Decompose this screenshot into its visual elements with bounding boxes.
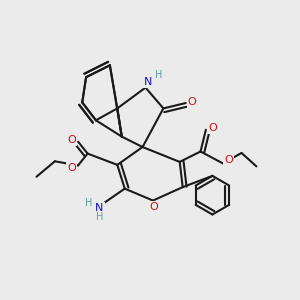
Text: N: N [95,203,104,213]
Text: O: O [67,163,76,173]
Text: H: H [96,212,103,222]
Text: H: H [85,198,93,208]
Text: O: O [149,202,158,212]
Text: N: N [144,76,152,87]
Text: O: O [208,123,217,133]
Text: H: H [154,70,162,80]
Text: O: O [188,98,197,107]
Text: O: O [67,135,76,145]
Text: O: O [224,155,233,165]
